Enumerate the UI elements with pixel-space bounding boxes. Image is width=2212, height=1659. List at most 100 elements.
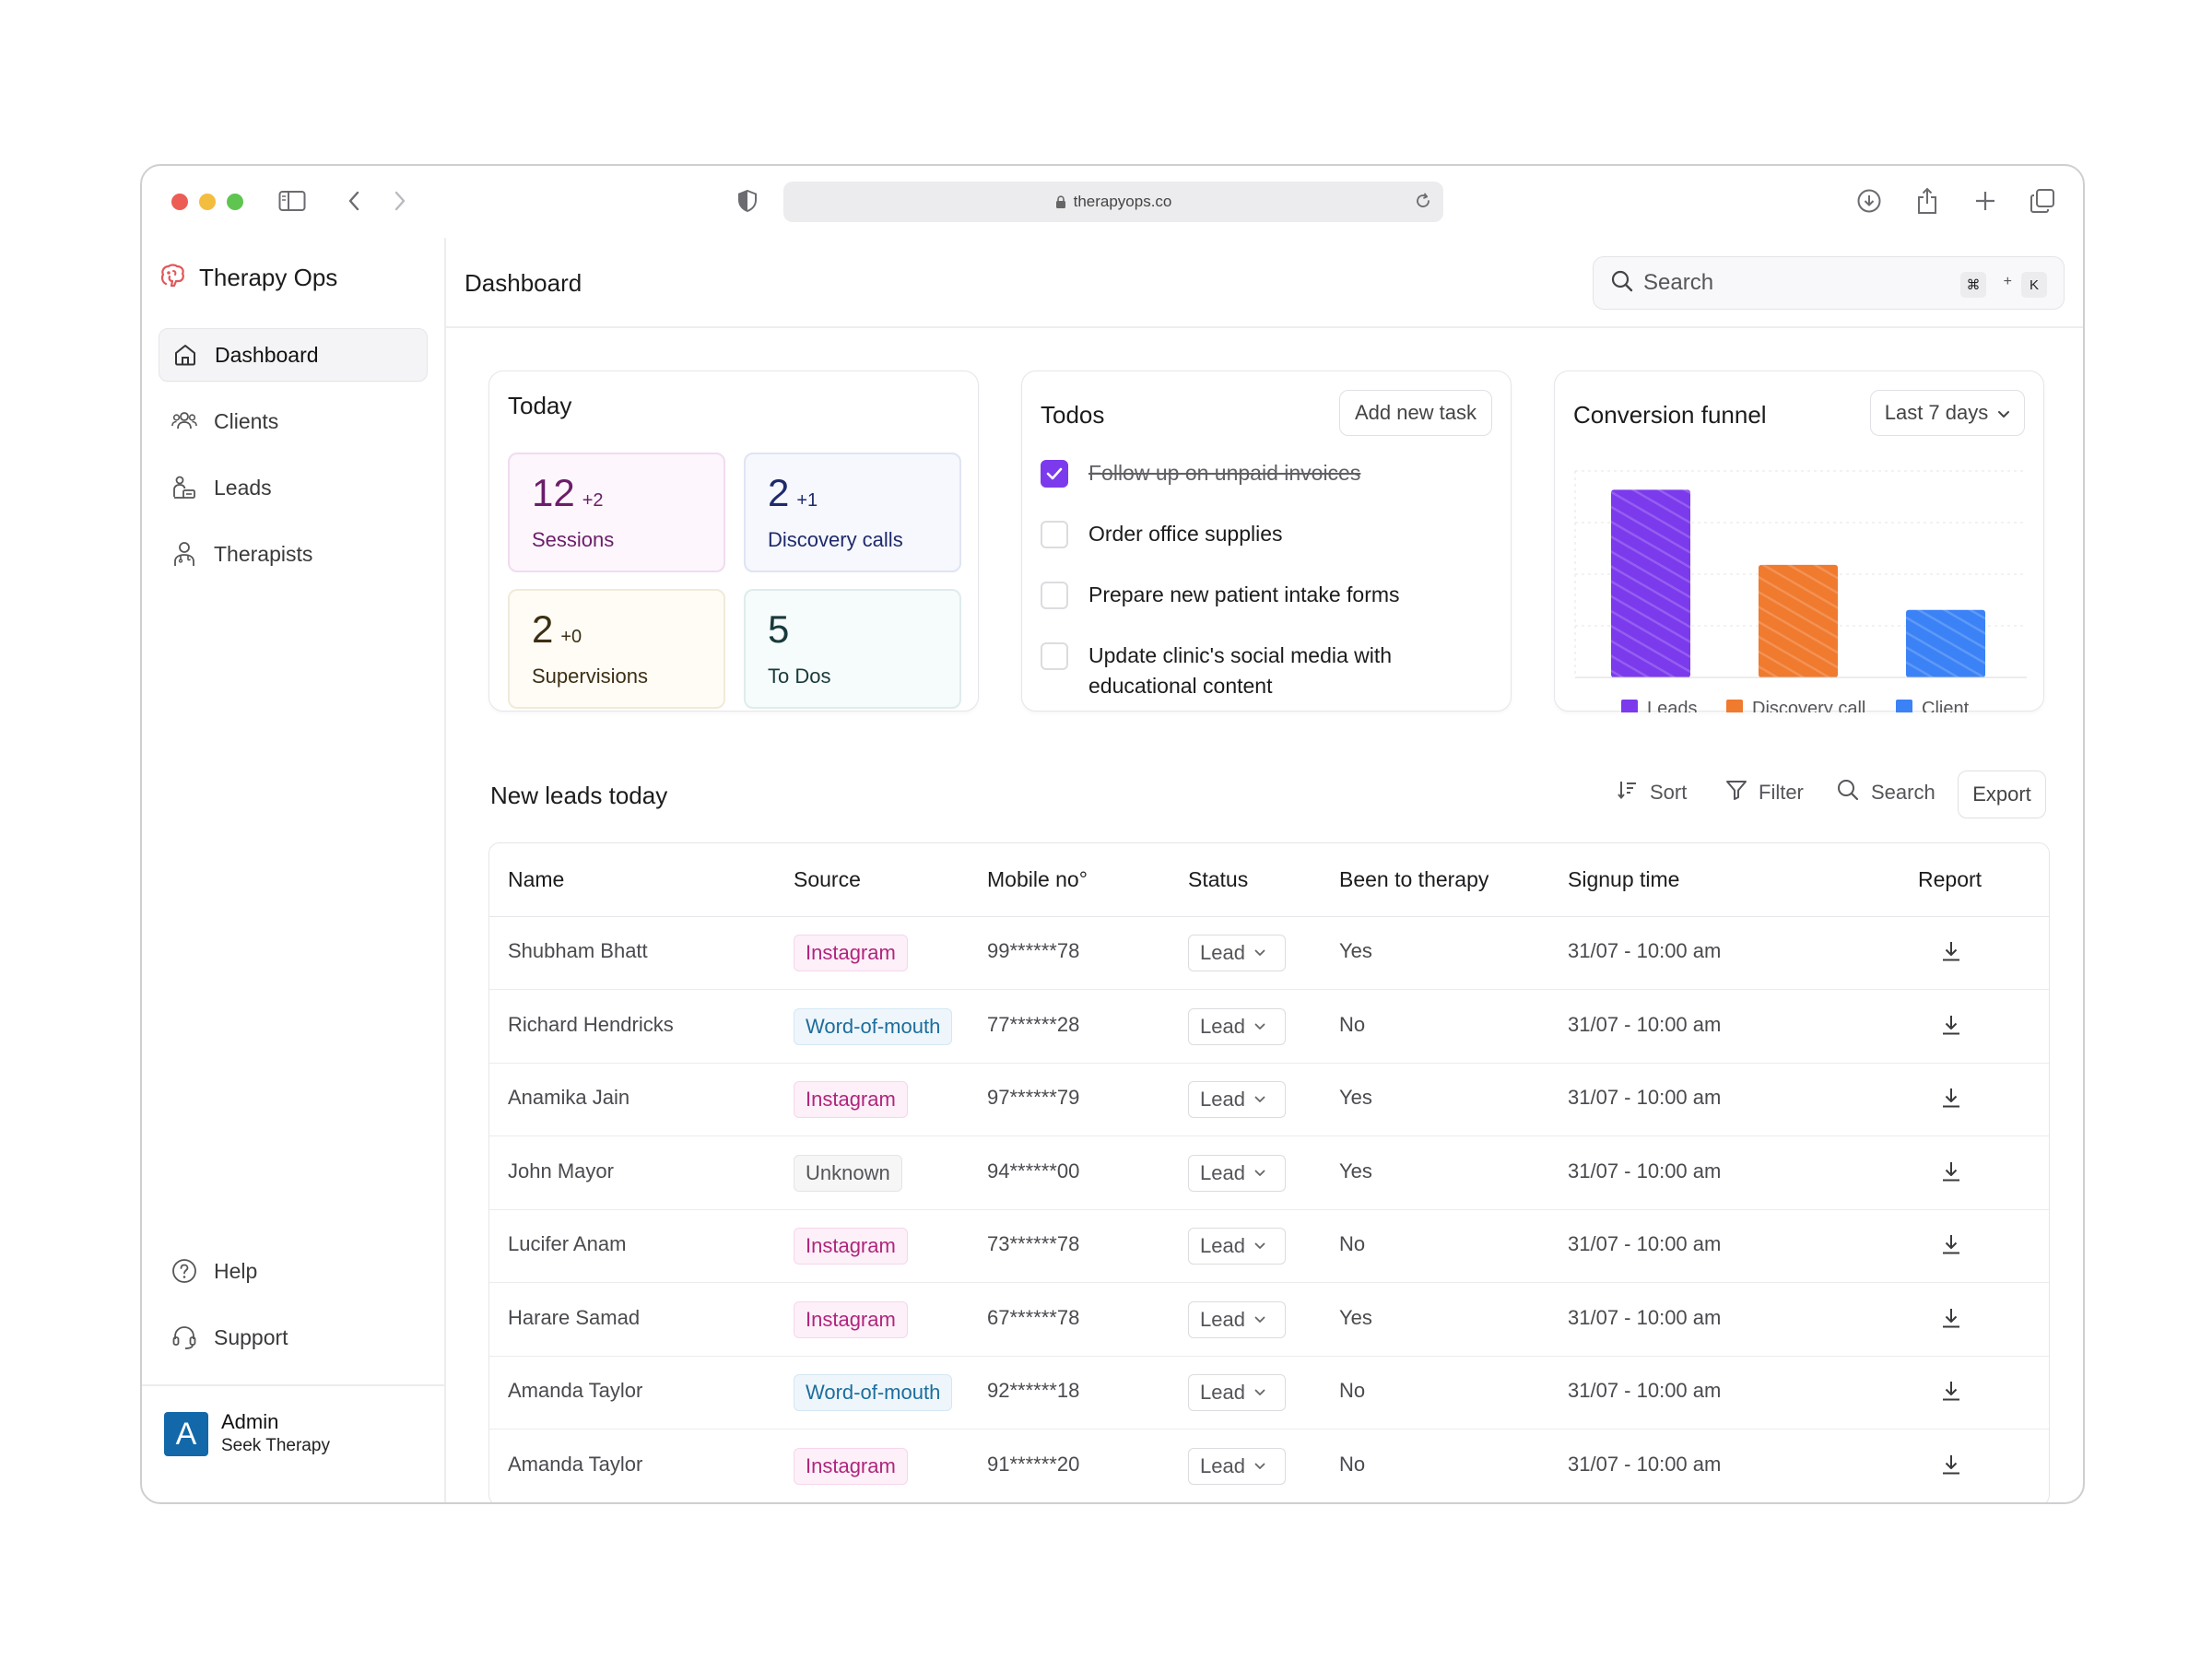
sidebar-item-help[interactable]: Help xyxy=(159,1244,428,1298)
column-header-status[interactable]: Status xyxy=(1188,867,1249,891)
sidebar-item-dashboard[interactable]: Dashboard xyxy=(159,328,428,382)
shortcut-cmd-key: ⌘ xyxy=(1960,272,1986,298)
reload-icon[interactable] xyxy=(1414,192,1432,210)
downloads-icon[interactable] xyxy=(1854,186,1884,216)
download-report-icon[interactable] xyxy=(1940,1159,1962,1183)
funnel-bar-client[interactable] xyxy=(1906,609,1985,677)
table-row[interactable]: Shubham Bhatt Instagram 99******78 Lead Yes 3… xyxy=(489,917,2049,990)
leads-icon xyxy=(171,475,197,500)
table-row[interactable]: Anamika Jain Instagram 97******79 Lead Yes 31… xyxy=(489,1064,2049,1136)
leads-table: Name Source Mobile no° Status Been to th… xyxy=(488,842,2050,1502)
status-select[interactable]: Lead xyxy=(1188,935,1286,971)
status-select[interactable]: Lead xyxy=(1188,1154,1286,1192)
new-tab-icon[interactable] xyxy=(1972,186,1998,216)
shield-icon[interactable] xyxy=(734,186,761,216)
status-select[interactable]: Lead xyxy=(1188,1007,1286,1045)
stat-number: 2 xyxy=(532,607,554,651)
stat-card[interactable]: 5 To Dos xyxy=(744,589,961,709)
home-icon xyxy=(172,342,198,368)
download-report-icon[interactable] xyxy=(1940,1306,1962,1330)
checkmark-icon xyxy=(1045,466,1064,481)
status-select[interactable]: Lead xyxy=(1188,1081,1286,1118)
table-row[interactable]: John Mayor Unknown 94******00 Lead Yes 31/07 … xyxy=(489,1137,2049,1210)
todo-checkbox[interactable] xyxy=(1041,582,1068,609)
back-icon[interactable] xyxy=(343,186,365,216)
table-row[interactable]: Amanda Taylor Word-of-mouth 92******18 Lead… xyxy=(489,1357,2049,1430)
todo-checkbox[interactable] xyxy=(1041,521,1068,548)
sidebar-toggle-icon[interactable] xyxy=(276,186,308,216)
stat-card[interactable]: 2 +1 Discovery calls xyxy=(744,453,961,572)
status-select[interactable]: Lead xyxy=(1188,1374,1286,1411)
mobile-number: 91******20 xyxy=(987,1452,1080,1476)
status-value: Lead xyxy=(1200,1088,1245,1111)
add-task-button[interactable]: Add new task xyxy=(1339,390,1492,436)
brand[interactable]: Therapy Ops xyxy=(159,262,337,294)
table-row[interactable]: Amanda Taylor Instagram 91******20 Lead No 31… xyxy=(489,1430,2049,1502)
signup-time: 31/07 - 10:00 am xyxy=(1568,939,1722,962)
sort-button[interactable]: Sort xyxy=(1617,774,1687,811)
source-badge: Unknown xyxy=(794,1154,902,1192)
search-icon xyxy=(1836,778,1860,807)
table-row[interactable]: Lucifer Anam Instagram 73******78 Lead No 31/… xyxy=(489,1210,2049,1283)
download-report-icon[interactable] xyxy=(1940,1086,1962,1110)
global-search[interactable]: ⌘ + K xyxy=(1593,256,2065,310)
export-button[interactable]: Export xyxy=(1958,771,2046,818)
shortcut-k-key: K xyxy=(2021,272,2047,298)
signup-time: 31/07 - 10:00 am xyxy=(1568,1305,1722,1329)
user-profile[interactable]: A Admin Seek Therapy xyxy=(142,1384,444,1502)
been-to-therapy: No xyxy=(1339,1232,1366,1255)
status-select[interactable]: Lead xyxy=(1188,1447,1286,1485)
maximize-window-button[interactable] xyxy=(227,194,243,210)
stat-delta: +2 xyxy=(582,490,604,511)
column-header-name[interactable]: Name xyxy=(508,867,565,891)
column-header-mobile[interactable]: Mobile no° xyxy=(987,867,1088,891)
column-header-source[interactable]: Source xyxy=(794,867,861,891)
download-report-icon[interactable] xyxy=(1940,939,1962,963)
minimize-window-button[interactable] xyxy=(199,194,216,210)
download-report-icon[interactable] xyxy=(1940,1453,1962,1477)
stat-card[interactable]: 12 +2 Sessions xyxy=(508,453,725,572)
table-row[interactable]: Richard Hendricks Word-of-mouth 77******28… xyxy=(489,991,2049,1064)
status-select[interactable]: Lead xyxy=(1188,1228,1286,1265)
funnel-bar-discovery-call[interactable] xyxy=(1759,564,1838,677)
sidebar-item-support[interactable]: Support xyxy=(159,1311,428,1364)
todo-checkbox[interactable] xyxy=(1041,460,1068,488)
status-value: Lead xyxy=(1200,1453,1245,1477)
forward-icon[interactable] xyxy=(389,186,411,216)
close-window-button[interactable] xyxy=(171,194,188,210)
tabs-overview-icon[interactable] xyxy=(2028,186,2057,216)
download-report-icon[interactable] xyxy=(1940,1232,1962,1256)
sidebar-item-leads[interactable]: Leads xyxy=(159,461,428,514)
table-row[interactable]: Harare Samad Instagram 67******78 Lead Yes 31… xyxy=(489,1284,2049,1357)
share-icon[interactable] xyxy=(1913,186,1941,216)
stat-card[interactable]: 2 +0 Supervisions xyxy=(508,589,725,709)
table-search-button[interactable]: Search xyxy=(1836,774,1936,811)
status-select[interactable]: Lead xyxy=(1188,1300,1286,1338)
download-report-icon[interactable] xyxy=(1940,1379,1962,1403)
stat-number: 5 xyxy=(768,607,790,651)
conversion-funnel-card: Conversion funnel Last 7 days Leads Disco… xyxy=(1554,371,2044,712)
legend-swatch xyxy=(1896,700,1912,712)
search-input[interactable] xyxy=(1643,270,1920,296)
download-report-icon[interactable] xyxy=(1940,1013,1962,1037)
stat-value: 5 xyxy=(768,607,796,652)
address-bar[interactable]: therapyops.co xyxy=(783,182,1443,222)
column-header-signup-time[interactable]: Signup time xyxy=(1568,867,1680,891)
profile-name: Admin xyxy=(221,1410,279,1433)
url-text: therapyops.co xyxy=(1073,193,1172,210)
sidebar-item-therapists[interactable]: Therapists xyxy=(159,527,428,581)
column-header-been-to-therapy[interactable]: Been to therapy xyxy=(1339,867,1489,891)
source-badge: Instagram xyxy=(794,1300,908,1338)
todo-checkbox[interactable] xyxy=(1041,642,1068,670)
been-to-therapy: No xyxy=(1339,1452,1366,1476)
status-value: Lead xyxy=(1200,1381,1245,1404)
column-header-report[interactable]: Report xyxy=(1918,867,1983,891)
sidebar-item-label: Clients xyxy=(214,408,279,433)
date-range-select[interactable]: Last 7 days xyxy=(1870,390,2025,436)
funnel-bar-leads[interactable] xyxy=(1611,489,1690,677)
mobile-number: 92******18 xyxy=(987,1379,1080,1402)
source-badge: Instagram xyxy=(794,1228,908,1265)
sidebar-item-clients[interactable]: Clients xyxy=(159,394,428,448)
status-value: Lead xyxy=(1200,1014,1245,1038)
filter-button[interactable]: Filter xyxy=(1725,774,1804,811)
